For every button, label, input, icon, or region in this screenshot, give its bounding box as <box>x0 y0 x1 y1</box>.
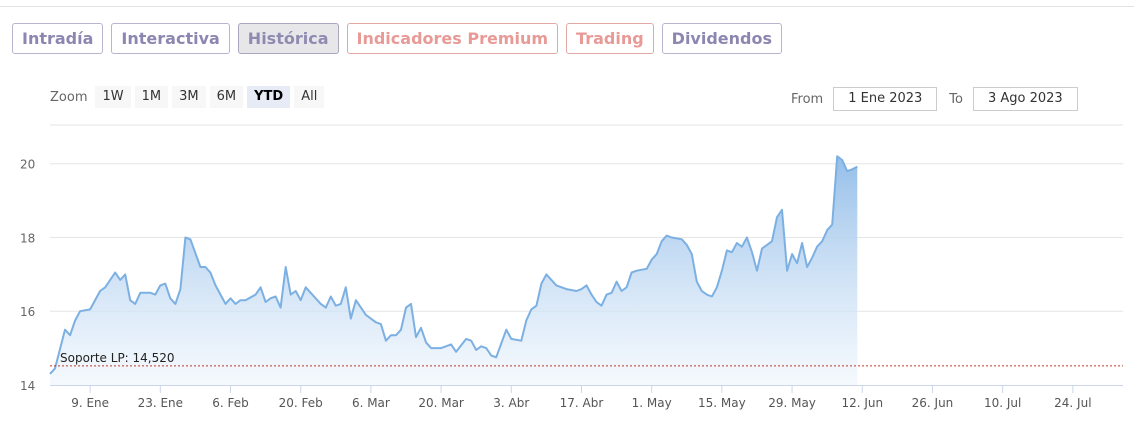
zoom-selector: Zoom 1W 1M 3M 6M YTD All <box>50 86 325 108</box>
y-tick-label: 18 <box>20 231 35 245</box>
zoom-ytd-button[interactable]: YTD <box>247 86 291 108</box>
zoom-1m-button[interactable]: 1M <box>134 86 169 108</box>
tab-historica[interactable]: Histórica <box>237 23 339 54</box>
from-label: From <box>791 91 824 107</box>
zoom-6m-button[interactable]: 6M <box>209 86 244 108</box>
x-tick-label: 6. Mar <box>352 396 390 410</box>
y-tick-label: 20 <box>20 158 35 172</box>
from-date-input[interactable]: 1 Ene 2023 <box>833 87 938 111</box>
x-tick-label: 3. Abr <box>493 396 529 410</box>
x-tick-label: 12. Jun <box>841 396 883 410</box>
zoom-label: Zoom <box>50 89 88 105</box>
x-tick-label: 17. Abr <box>560 396 604 410</box>
tab-trading[interactable]: Trading <box>566 23 654 54</box>
x-tick-label: 26. Jun <box>912 396 954 410</box>
view-tabs: Intradía Interactiva Histórica Indicador… <box>12 23 782 54</box>
x-tick-label: 20. Mar <box>418 396 464 410</box>
x-tick-label: 20. Feb <box>279 396 323 410</box>
tab-interactiva[interactable]: Interactiva <box>111 23 230 54</box>
zoom-3m-button[interactable]: 3M <box>172 86 206 108</box>
y-tick-label: 14 <box>20 379 35 393</box>
x-tick-label: 29. May <box>768 396 816 410</box>
zoom-all-button[interactable]: All <box>294 86 325 108</box>
x-tick-label: 6. Feb <box>212 396 249 410</box>
price-area <box>50 156 858 385</box>
price-line <box>49 155 858 375</box>
tab-intradia[interactable]: Intradía <box>12 23 104 54</box>
x-tick-label: 24. Jul <box>1054 396 1091 410</box>
x-tick-label: 1. May <box>632 396 672 410</box>
x-tick-label: 23. Ene <box>138 396 183 410</box>
x-tick-label: 9. Ene <box>71 396 109 410</box>
tab-indicadores-premium[interactable]: Indicadores Premium <box>346 23 559 54</box>
y-tick-label: 16 <box>20 305 35 319</box>
to-date-input[interactable]: 3 Ago 2023 <box>972 87 1078 111</box>
date-range: From 1 Ene 2023 To 3 Ago 2023 <box>791 87 1078 111</box>
top-divider <box>0 6 1134 7</box>
price-chart: 14 16 18 20 Soporte LP: 14,520 9. Ene 23. Ene 6… <box>20 124 1123 410</box>
to-label: To <box>949 91 963 107</box>
x-tick-label: 10. Jul <box>984 396 1021 410</box>
x-tick-label: 15. May <box>698 396 746 410</box>
support-label: Soporte LP: 14,520 <box>60 351 175 365</box>
tab-dividendos[interactable]: Dividendos <box>661 23 782 54</box>
zoom-1w-button[interactable]: 1W <box>95 86 131 108</box>
